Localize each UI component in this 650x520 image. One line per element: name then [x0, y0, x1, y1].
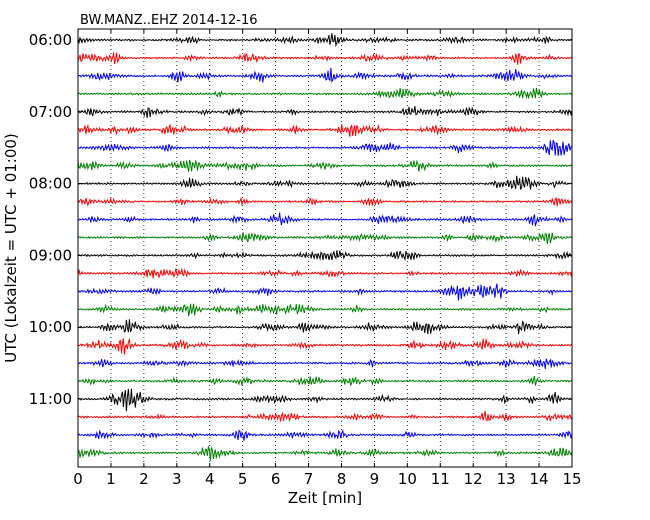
seismic-trace: [77, 388, 573, 412]
y-axis-label: UTC (Lokalzeit = UTC + 01:00): [2, 133, 20, 363]
seismic-trace: [77, 410, 573, 423]
seismic-trace: [77, 268, 573, 279]
x-tick-label: 4: [205, 470, 215, 488]
x-tick-label: 0: [73, 470, 83, 488]
x-tick-label: 6: [271, 470, 281, 488]
x-tick-label: 9: [370, 470, 380, 488]
x-tick-label: 2: [139, 470, 149, 488]
seismic-trace: [77, 106, 573, 118]
x-tick-label: 3: [172, 470, 182, 488]
chart-title: BW.MANZ..EHZ 2014-12-16: [80, 13, 258, 28]
x-tick-label: 14: [530, 470, 549, 488]
seismic-trace: [77, 358, 573, 370]
y-ticks: 06:00 07:00 08:00 09:00 10:00 11:00: [29, 31, 572, 408]
plot-background: [78, 29, 572, 467]
y-tick-label: 08:00: [29, 175, 72, 193]
seismic-trace: [77, 196, 573, 207]
seismic-trace: [77, 159, 573, 172]
plot-frame: [77, 28, 573, 468]
seismic-trace: [77, 33, 573, 48]
x-tick-label: 12: [464, 470, 483, 488]
seismic-trace: [77, 283, 573, 301]
x-tick-label: 8: [337, 470, 347, 488]
seismic-trace: [77, 124, 573, 137]
x-tick-label: 15: [562, 470, 581, 488]
y-tick-label: 06:00: [29, 31, 72, 49]
x-tick-label: 13: [497, 470, 516, 488]
y-tick-label: 07:00: [29, 103, 72, 121]
x-tick-label: 11: [431, 470, 450, 488]
y-tick-label: 09:00: [29, 246, 72, 264]
seismic-trace: [77, 52, 573, 65]
x-tick-label: 5: [238, 470, 248, 488]
seismic-trace: [77, 139, 573, 156]
x-tick-label: 10: [398, 470, 417, 488]
seismic-trace: [77, 175, 573, 191]
x-axis-label: Zeit [min]: [288, 489, 362, 507]
x-ticks: 0 1 2 3 4 5 6 7 8 9 10 11 12 13 14 15: [73, 29, 582, 488]
seismic-trace: [77, 212, 573, 227]
seismic-trace: [77, 67, 573, 83]
x-tick-label: 7: [304, 470, 314, 488]
seismic-trace: [77, 232, 573, 245]
x-tick-label: 1: [106, 470, 116, 488]
seismic-trace: [77, 428, 573, 441]
seismic-trace: [77, 250, 573, 262]
seismic-trace: [77, 375, 573, 387]
traces-group: [77, 33, 573, 461]
seismic-trace: [77, 303, 573, 317]
seismic-trace: [77, 337, 573, 355]
seismic-trace: [77, 446, 573, 461]
y-tick-label: 10:00: [29, 318, 72, 336]
seismic-trace: [77, 319, 573, 335]
y-tick-label: 11:00: [29, 390, 72, 408]
seismic-trace: [77, 87, 573, 100]
